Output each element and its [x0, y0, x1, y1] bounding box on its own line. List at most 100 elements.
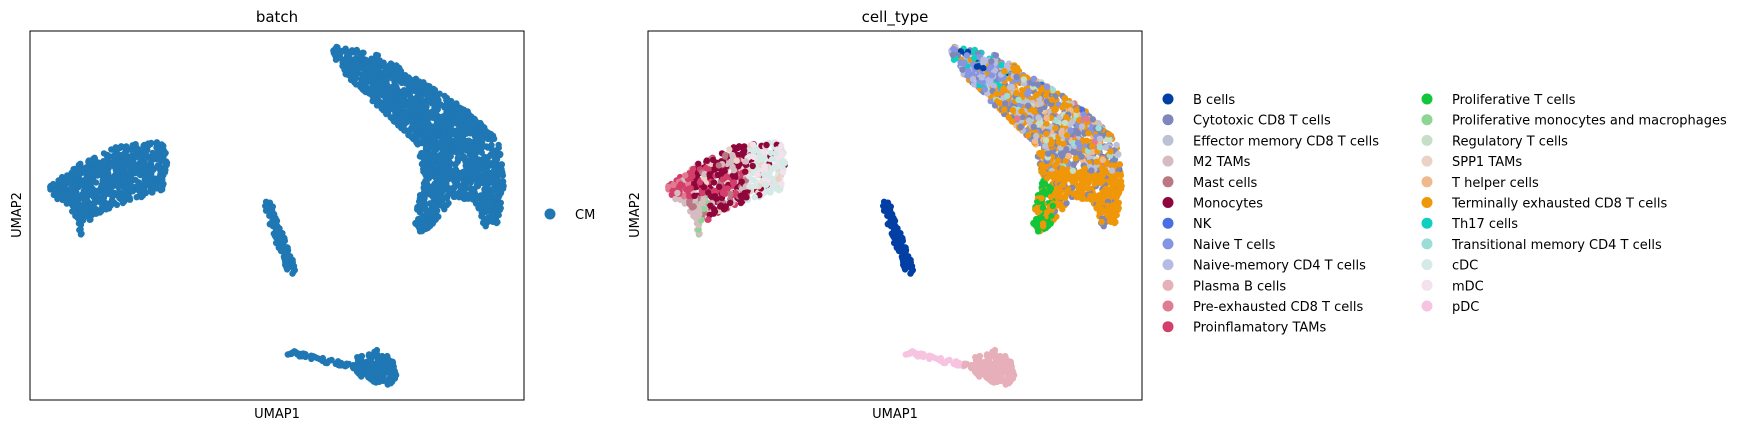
cell-type-point-effector-memory-cd8-t-cells: [1033, 132, 1040, 140]
cell-type-point-cytotoxic-cd8-t-cells: [1036, 106, 1044, 114]
batch-point-cm: [428, 171, 435, 178]
batch-point-cm: [380, 61, 387, 69]
cell-type-point-m2-tams: [674, 189, 681, 197]
batch-point-cm: [151, 183, 159, 190]
cell-type-point-cytotoxic-cd8-t-cells: [1089, 116, 1097, 123]
batch-point-cm: [369, 97, 376, 105]
batch-point-cm: [475, 158, 482, 165]
batch-point-cm: [467, 130, 474, 137]
batch-point-cm: [497, 150, 504, 158]
cell-type-point-effector-memory-cd8-t-cells: [1037, 100, 1044, 107]
batch-point-cm: [425, 83, 433, 91]
cell-type-point-terminally-exhausted-cd8-t-cells: [1011, 67, 1019, 75]
cell-type-point-transitional-memory-cd4-t-cells: [1003, 92, 1011, 100]
batch-point-cm: [319, 354, 326, 362]
batch-point-cm: [115, 157, 122, 164]
batch-point-cm: [391, 118, 398, 125]
batch-point-cm: [391, 107, 399, 114]
cell-type-point-monocytes: [707, 202, 714, 209]
cell-type-point-t-helper-cells: [1065, 152, 1072, 160]
cell-type-point-transitional-memory-cd4-t-cells: [1015, 96, 1022, 104]
batch-point-cm: [407, 117, 415, 124]
cell-type-point-proinflamatory-tams: [699, 189, 706, 197]
batch-point-cm: [425, 114, 432, 122]
batch-point-cm: [276, 225, 283, 232]
cell-type-point-m2-tams: [695, 207, 703, 214]
batch-point-cm: [108, 146, 115, 153]
batch-point-cm: [494, 218, 501, 226]
batch-point-cm: [425, 120, 432, 127]
legend-item-cm: CM: [544, 208, 595, 223]
cell-type-point-terminally-exhausted-cd8-t-cells: [1048, 96, 1056, 103]
cell-type-point-terminally-exhausted-cd8-t-cells: [1009, 118, 1016, 125]
batch-point-cm: [494, 188, 501, 195]
batch-point-cm: [363, 86, 371, 93]
batch-point-cm: [451, 118, 458, 125]
batch-y-axis-label: UMAP2: [10, 192, 25, 238]
batch-point-cm: [101, 168, 108, 175]
batch-point-cm: [270, 210, 278, 218]
batch-point-cm: [449, 127, 456, 134]
cell-type-point-m2-tams: [695, 212, 702, 220]
batch-point-cm: [387, 380, 394, 387]
cell-type-point-terminally-exhausted-cd8-t-cells: [1093, 158, 1100, 165]
cell-type-point-terminally-exhausted-cd8-t-cells: [1098, 218, 1105, 225]
batch-point-cm: [470, 167, 477, 174]
batch-point-cm: [412, 123, 419, 130]
cell-type-point-terminally-exhausted-cd8-t-cells: [1043, 120, 1050, 127]
batch-point-cm: [418, 106, 426, 114]
batch-point-cm: [148, 189, 155, 196]
cell-type-point-cdc: [751, 194, 758, 201]
batch-point-cm: [440, 128, 447, 136]
batch-point-cm: [420, 195, 427, 202]
cell-type-point-mdc: [778, 151, 786, 158]
cell-type-point-terminally-exhausted-cd8-t-cells: [1114, 171, 1121, 178]
cell-type-point-terminally-exhausted-cd8-t-cells: [1081, 165, 1088, 172]
batch-point-cm: [131, 162, 138, 170]
batch-point-cm: [416, 81, 424, 88]
batch-point-cm: [413, 138, 421, 145]
cell-type-point-cdc: [779, 158, 786, 165]
cell-type-point-regulatory-t-cells: [1020, 76, 1028, 83]
cell-type-point-terminally-exhausted-cd8-t-cells: [1001, 68, 1008, 75]
cell-type-point-proinflamatory-tams: [723, 173, 730, 180]
cell-type-point-terminally-exhausted-cd8-t-cells: [1051, 107, 1058, 114]
cell-type-point-proliferative-t-cells: [1036, 215, 1043, 222]
cell-type-point-terminally-exhausted-cd8-t-cells: [1099, 192, 1106, 199]
batch-point-cm: [494, 202, 501, 209]
batch-point-cm: [441, 181, 449, 189]
batch-point-cm: [352, 54, 360, 62]
batch-point-cm: [441, 165, 448, 172]
cell-type-point-transitional-memory-cd4-t-cells: [1049, 86, 1057, 94]
batch-point-cm: [346, 72, 353, 79]
cell-type-point-terminally-exhausted-cd8-t-cells: [1038, 195, 1045, 202]
batch-point-cm: [495, 211, 502, 219]
cell-type-point-b-cells: [901, 266, 909, 273]
cell-type-point-naive-t-cells: [1076, 144, 1083, 151]
batch-point-cm: [471, 116, 478, 123]
batch-point-cm: [455, 106, 462, 114]
batch-point-cm: [406, 102, 414, 110]
batch-point-cm: [490, 162, 497, 169]
batch-point-cm: [82, 205, 90, 213]
batch-legend: CM: [544, 208, 595, 223]
batch-point-cm: [157, 187, 164, 194]
cell-type-point-pdc: [941, 359, 949, 367]
cell-type-point-effector-memory-cd8-t-cells: [1078, 123, 1086, 130]
cell-type-point-proliferative-t-cells: [1039, 204, 1047, 211]
batch-point-cm: [443, 176, 450, 184]
batch-point-cm: [385, 369, 392, 376]
cell-type-point-proliferative-t-cells: [1038, 180, 1046, 187]
batch-point-cm: [415, 91, 422, 99]
batch-point-cm: [425, 130, 432, 137]
batch-point-cm: [373, 351, 381, 358]
cell-type-point-b-cells: [894, 225, 901, 232]
batch-point-cm: [471, 148, 478, 156]
cell-type-point-t-helper-cells: [1043, 114, 1050, 122]
batch-point-cm: [429, 193, 437, 201]
batch-point-cm: [72, 203, 79, 210]
cell-type-point-cytotoxic-cd8-t-cells: [1070, 161, 1077, 168]
batch-point-cm: [87, 166, 94, 173]
batch-point-cm: [345, 52, 353, 59]
batch-point-cm: [132, 176, 139, 184]
